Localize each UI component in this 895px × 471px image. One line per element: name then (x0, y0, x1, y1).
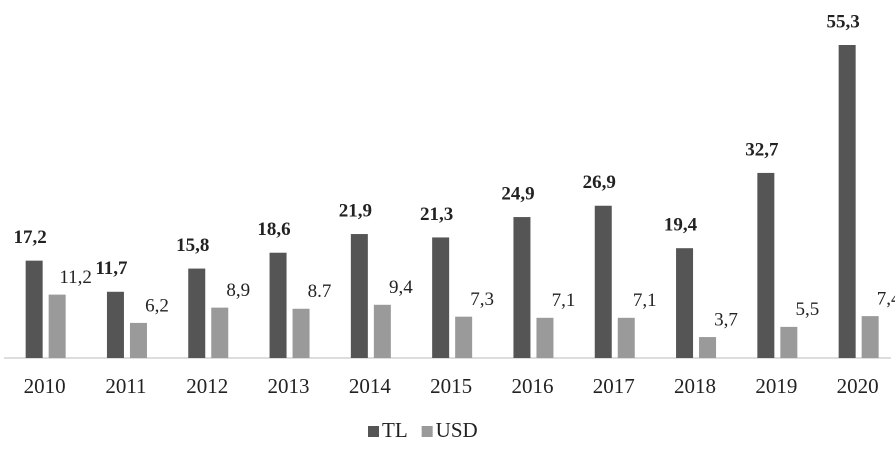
bar (106, 291, 124, 358)
data-label: 19,4 (664, 215, 698, 236)
bar (838, 45, 856, 358)
x-tick-label: 2012 (186, 374, 228, 398)
x-tick-label: 2018 (674, 374, 716, 398)
bar (25, 260, 43, 358)
bar (48, 294, 66, 358)
data-label: 11,2 (59, 267, 92, 288)
legend-swatch (421, 426, 433, 437)
data-label: 7,4 (877, 288, 895, 309)
data-label: 55,3 (827, 11, 860, 32)
bar (536, 317, 554, 358)
bar (757, 172, 775, 358)
bar (373, 304, 391, 358)
bar (129, 322, 147, 358)
bar (513, 217, 531, 358)
bar (211, 307, 229, 358)
data-label: 11,7 (95, 258, 128, 279)
data-label: 26,9 (583, 172, 616, 193)
x-tick-label: 2011 (105, 374, 146, 398)
x-tick-label: 2010 (24, 374, 66, 398)
data-label: 8,9 (226, 280, 250, 301)
bar (432, 237, 450, 358)
x-tick-label: 2013 (268, 374, 310, 398)
bar (594, 205, 612, 358)
x-tick-label: 2014 (349, 374, 392, 398)
x-tick-label: 2020 (837, 374, 879, 398)
legend-label: TL (382, 418, 408, 442)
bar (780, 326, 798, 358)
bar (617, 317, 635, 358)
data-label: 15,8 (176, 235, 209, 256)
bar (861, 316, 879, 358)
data-label: 21,9 (339, 200, 372, 221)
legend: TL USD (368, 418, 478, 442)
data-label: 6,2 (145, 295, 169, 316)
x-tick-label: 2017 (593, 374, 635, 398)
x-tick-label: 2016 (511, 374, 553, 398)
bar (292, 308, 310, 358)
bar (455, 316, 473, 358)
data-label: 17,2 (14, 227, 47, 248)
data-label: 21,3 (420, 204, 453, 225)
data-label: 7,3 (470, 289, 494, 310)
legend-swatch (368, 426, 379, 437)
data-label: 24,9 (501, 183, 534, 204)
data-label: 9,4 (389, 277, 413, 298)
data-label: 8.7 (308, 281, 332, 302)
x-tick-label: 2019 (755, 374, 797, 398)
bar (269, 252, 287, 358)
data-label: 18,6 (257, 219, 290, 240)
bar (188, 268, 206, 358)
data-label: 7,1 (633, 290, 657, 311)
bar (350, 234, 368, 358)
bar (699, 337, 717, 358)
bar (676, 248, 694, 358)
data-label: 3,7 (714, 309, 738, 330)
x-tick-label: 2015 (430, 374, 472, 398)
data-label: 32,7 (745, 139, 779, 160)
data-label: 5,5 (795, 299, 819, 320)
data-label: 7,1 (552, 290, 576, 311)
legend-label: USD (436, 418, 478, 442)
